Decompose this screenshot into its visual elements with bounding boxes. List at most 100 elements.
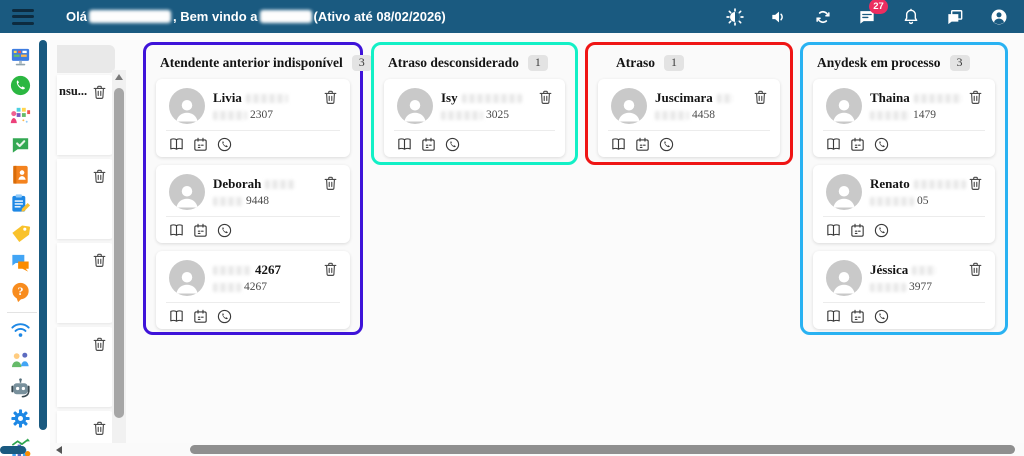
trash-icon[interactable] xyxy=(91,251,108,269)
contact-card[interactable]: Juscimara 4458 xyxy=(598,79,780,157)
chat-icon[interactable] xyxy=(944,6,966,28)
trash-icon[interactable] xyxy=(967,88,984,106)
sidebar-divider xyxy=(7,311,37,313)
open-book-icon[interactable] xyxy=(168,222,185,239)
open-book-icon[interactable] xyxy=(825,308,842,325)
whatsapp-icon[interactable] xyxy=(658,136,675,153)
trash-icon[interactable] xyxy=(967,260,984,278)
whatsapp-icon[interactable] xyxy=(216,136,233,153)
whatsapp-icon[interactable] xyxy=(444,136,461,153)
trash-icon[interactable] xyxy=(91,83,108,101)
feedback-message-icon[interactable]: 27 xyxy=(856,0,888,28)
contact-card[interactable]: Renato 05 xyxy=(813,165,995,243)
tasks-clipboard-icon[interactable] xyxy=(7,191,33,217)
contact-card[interactable]: Thaina 1479 xyxy=(813,79,995,157)
contact-card[interactable]: nsu... xyxy=(57,75,115,155)
column-header: Atraso desconsiderado 1 xyxy=(374,45,575,77)
contact-card[interactable]: 4267 4267 xyxy=(156,251,350,329)
open-book-icon[interactable] xyxy=(610,136,627,153)
calendar-icon[interactable] xyxy=(849,308,866,325)
calendar-icon[interactable] xyxy=(634,136,651,153)
contact-card[interactable]: Deborah 9448 xyxy=(156,165,350,243)
calendar-icon[interactable] xyxy=(192,136,209,153)
contacts-book-icon[interactable] xyxy=(7,161,33,187)
column-header: Atendente anterior indisponível 3 xyxy=(146,45,372,77)
whatsapp-icon[interactable] xyxy=(216,308,233,325)
board-scrollbar-horizontal[interactable] xyxy=(50,443,1024,456)
open-book-icon[interactable] xyxy=(168,136,185,153)
whatsapp-icon[interactable] xyxy=(873,136,890,153)
tags-icon[interactable] xyxy=(7,220,33,246)
menu-hamburger-icon[interactable] xyxy=(12,8,34,25)
scrollbar-thumb[interactable] xyxy=(114,88,124,418)
avatar xyxy=(826,88,862,124)
sidebar-scrollbar-horizontal[interactable] xyxy=(0,446,26,454)
chatbot-icon[interactable] xyxy=(7,376,33,402)
calendar-icon[interactable] xyxy=(849,222,866,239)
trash-icon[interactable] xyxy=(91,335,108,353)
calendar-icon[interactable] xyxy=(849,136,866,153)
users-group-icon[interactable] xyxy=(7,346,33,372)
whatsapp-icon[interactable] xyxy=(873,308,890,325)
card-actions xyxy=(825,222,890,239)
contact-card[interactable]: Livia 2307 xyxy=(156,79,350,157)
open-book-icon[interactable] xyxy=(825,222,842,239)
trash-icon[interactable] xyxy=(91,419,108,437)
contact-phone: 3977 xyxy=(870,281,932,293)
contact-card[interactable] xyxy=(57,159,115,239)
contact-name: Renato xyxy=(870,176,966,192)
column-scrollbar[interactable] xyxy=(112,70,126,443)
help-question-icon[interactable]: ? xyxy=(7,279,33,305)
dark-mode-toggle-icon[interactable] xyxy=(724,6,746,28)
sidebar-scrollbar-vertical[interactable] xyxy=(39,40,47,430)
trash-icon[interactable] xyxy=(967,174,984,192)
trash-icon[interactable] xyxy=(322,174,339,192)
trash-icon[interactable] xyxy=(91,167,108,185)
card-actions xyxy=(396,136,461,153)
trash-icon[interactable] xyxy=(322,88,339,106)
contact-phone: 05 xyxy=(870,195,929,207)
trash-icon[interactable] xyxy=(752,88,769,106)
open-book-icon[interactable] xyxy=(168,308,185,325)
contact-name: 4267 xyxy=(213,262,281,278)
contact-card[interactable] xyxy=(57,243,115,323)
account-icon[interactable] xyxy=(988,6,1010,28)
contact-card[interactable] xyxy=(57,327,115,407)
column-header: Anydesk em processo 3 xyxy=(803,45,1005,77)
notification-count-badge[interactable]: 27 xyxy=(869,0,888,14)
contact-phone: 9448 xyxy=(213,195,269,207)
open-book-icon[interactable] xyxy=(396,136,413,153)
wifi-connection-icon[interactable] xyxy=(7,317,33,343)
chat-approved-icon[interactable] xyxy=(7,132,33,158)
calendar-icon[interactable] xyxy=(192,308,209,325)
card-divider xyxy=(166,130,340,131)
kanban-board-icon[interactable] xyxy=(7,102,33,128)
volume-icon[interactable] xyxy=(768,6,790,28)
contact-name: Thaina xyxy=(870,90,962,106)
contact-name: Isy xyxy=(441,90,522,106)
card-actions xyxy=(825,308,890,325)
scrollbar-left-arrow-icon[interactable] xyxy=(56,446,62,454)
settings-gear-icon[interactable] xyxy=(7,405,33,431)
dashboard-monitor-icon[interactable] xyxy=(7,43,33,69)
sync-icon[interactable] xyxy=(812,6,834,28)
navbar-actions: 27 xyxy=(724,0,1010,28)
calendar-icon[interactable] xyxy=(420,136,437,153)
trash-icon[interactable] xyxy=(537,88,554,106)
scrollbar-thumb[interactable] xyxy=(190,445,1015,454)
conversations-icon[interactable] xyxy=(7,250,33,276)
whatsapp-icon[interactable] xyxy=(873,222,890,239)
bell-icon[interactable] xyxy=(900,6,922,28)
card-divider xyxy=(823,302,985,303)
contact-card[interactable]: Isy 3025 xyxy=(384,79,565,157)
calendar-icon[interactable] xyxy=(192,222,209,239)
top-navbar: Olá , Bem vindo a (Ativo até 08/02/2026) xyxy=(0,0,1024,33)
open-book-icon[interactable] xyxy=(825,136,842,153)
whatsapp-icon[interactable] xyxy=(216,222,233,239)
trash-icon[interactable] xyxy=(322,260,339,278)
contact-card[interactable]: Jéssica 3977 xyxy=(813,251,995,329)
scrollbar-up-arrow-icon[interactable] xyxy=(115,74,123,80)
whatsapp-icon[interactable] xyxy=(7,73,33,99)
avatar xyxy=(169,88,205,124)
